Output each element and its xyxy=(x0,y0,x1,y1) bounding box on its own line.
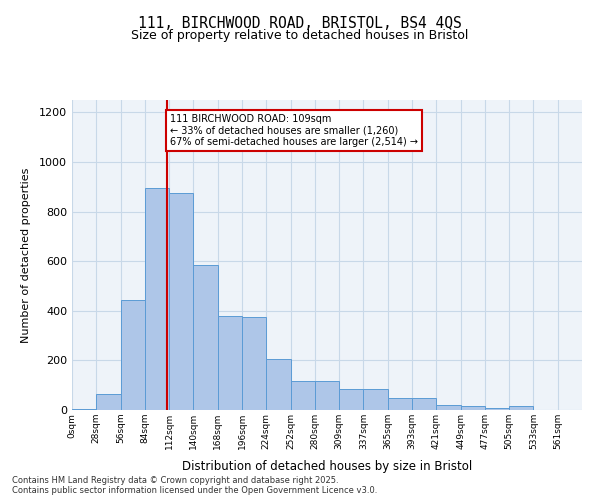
Bar xyxy=(193,265,218,410)
Text: Size of property relative to detached houses in Bristol: Size of property relative to detached ho… xyxy=(131,29,469,42)
Bar xyxy=(436,405,461,410)
Text: 111 BIRCHWOOD ROAD: 109sqm
← 33% of detached houses are smaller (1,260)
67% of s: 111 BIRCHWOOD ROAD: 109sqm ← 33% of deta… xyxy=(170,114,418,147)
Bar xyxy=(485,408,509,410)
Bar xyxy=(96,394,121,410)
Bar xyxy=(72,409,96,410)
Bar xyxy=(169,193,193,410)
X-axis label: Distribution of detached houses by size in Bristol: Distribution of detached houses by size … xyxy=(182,460,472,473)
Bar xyxy=(145,188,169,410)
Bar xyxy=(339,389,364,410)
Bar xyxy=(388,398,412,410)
Bar xyxy=(121,300,145,410)
Bar xyxy=(266,359,290,410)
Y-axis label: Number of detached properties: Number of detached properties xyxy=(20,168,31,342)
Bar xyxy=(461,406,485,410)
Bar xyxy=(218,316,242,410)
Text: Contains HM Land Registry data © Crown copyright and database right 2025.
Contai: Contains HM Land Registry data © Crown c… xyxy=(12,476,377,495)
Text: 111, BIRCHWOOD ROAD, BRISTOL, BS4 4QS: 111, BIRCHWOOD ROAD, BRISTOL, BS4 4QS xyxy=(138,16,462,31)
Bar xyxy=(242,317,266,410)
Bar xyxy=(364,389,388,410)
Bar xyxy=(412,398,436,410)
Bar xyxy=(290,382,315,410)
Bar xyxy=(315,382,339,410)
Bar xyxy=(509,406,533,410)
